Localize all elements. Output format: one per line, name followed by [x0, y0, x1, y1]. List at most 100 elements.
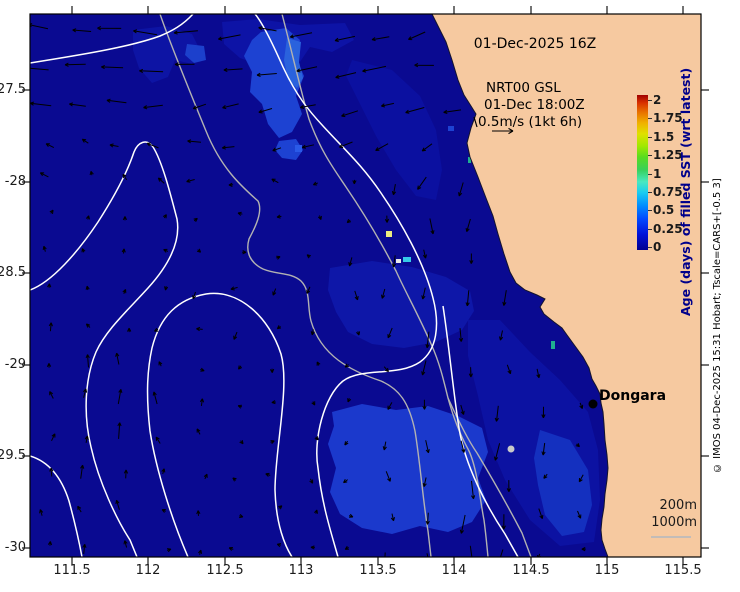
current-vector	[458, 182, 464, 197]
current-vector	[45, 143, 55, 149]
sample-vector-arrow	[492, 127, 514, 135]
sea-level-contour	[146, 292, 293, 557]
copyright-text: © IMOS 04-Dec-2025 15:31 Hobart; Tscale=…	[712, 178, 723, 474]
x-tick-label: 115.5	[664, 563, 702, 578]
current-vector	[106, 98, 127, 104]
current-vector	[203, 473, 208, 480]
current-vector	[64, 62, 86, 67]
current-vector	[422, 249, 427, 259]
current-vector	[101, 64, 124, 70]
current-vector	[276, 325, 282, 330]
x-tick-label: 112.5	[206, 563, 244, 578]
current-vector	[39, 172, 49, 178]
current-vector	[258, 26, 277, 32]
current-vector	[314, 509, 318, 514]
current-vector	[271, 400, 276, 405]
colorbar-tick-label: 1	[653, 166, 662, 181]
current-vector	[344, 545, 350, 550]
land-layer	[431, 14, 701, 557]
current-vector	[46, 363, 52, 368]
current-vector	[272, 288, 277, 296]
current-vector	[72, 28, 92, 33]
current-vector	[237, 211, 243, 216]
current-vector	[117, 422, 122, 439]
current-vector	[443, 109, 462, 114]
x-tick-label: 113.5	[359, 563, 397, 578]
current-vector	[163, 248, 169, 253]
current-vector	[347, 398, 352, 403]
current-vector	[310, 329, 315, 336]
place-label-dongara: Dongara	[599, 388, 667, 404]
colorbar-tick	[648, 228, 652, 230]
current-vector	[387, 327, 393, 339]
isobath-line	[159, 14, 432, 557]
current-vector	[354, 290, 359, 301]
colorbar-tick-label: 0.5	[653, 203, 675, 218]
colorbar-tick	[648, 173, 652, 175]
current-vector	[468, 367, 473, 378]
colorbar	[637, 95, 648, 250]
current-vector	[276, 255, 281, 260]
current-vector	[115, 499, 120, 510]
x-tick-label: 115	[594, 563, 620, 578]
colorbar-tick-label: 1.25	[653, 148, 683, 163]
current-vector	[387, 402, 393, 410]
current-vector	[117, 389, 123, 405]
current-vector	[338, 141, 353, 148]
current-vector	[196, 510, 201, 516]
current-vector	[161, 509, 167, 513]
sst-age-patch	[133, 26, 200, 83]
sst-age-patch	[328, 261, 474, 348]
sst-age-patch	[185, 44, 206, 63]
sst-age-patch	[328, 404, 488, 534]
current-vector	[49, 391, 54, 399]
current-vector	[300, 104, 316, 109]
current-vector	[223, 67, 243, 73]
current-vector	[469, 545, 473, 557]
current-vector	[296, 66, 318, 73]
x-tick-label: 114	[441, 563, 467, 578]
current-vector	[272, 147, 282, 152]
y-tick-label: -30	[4, 540, 26, 555]
current-vector	[199, 398, 205, 406]
colorbar-tick-label: 1.75	[653, 111, 683, 126]
current-vector	[173, 30, 198, 35]
current-vector	[578, 474, 584, 483]
y-tick-label: -29	[4, 357, 26, 372]
current-vector	[502, 290, 507, 306]
current-vector	[256, 72, 277, 77]
current-vector	[341, 110, 359, 118]
current-vector	[425, 512, 430, 525]
colorbar-tick-label: 2	[653, 93, 662, 107]
colorbar-tick-label: 1.5	[653, 129, 675, 144]
sea-level-contours	[30, 14, 519, 557]
current-vector	[344, 440, 349, 446]
current-vector	[381, 288, 386, 299]
y-tick-label: -27.5	[0, 82, 26, 97]
current-vector	[139, 68, 164, 74]
axis-ticks	[22, 6, 709, 565]
current-vector	[499, 330, 504, 341]
current-vector	[429, 218, 435, 235]
current-vector	[289, 32, 313, 39]
current-vector	[460, 404, 465, 415]
current-vector	[196, 326, 203, 332]
current-vector	[81, 138, 89, 144]
current-vector	[405, 107, 425, 114]
current-vector	[380, 102, 395, 108]
sea-level-contour	[30, 141, 179, 557]
current-vector	[146, 142, 159, 149]
current-vector	[426, 553, 429, 557]
current-vector	[312, 181, 318, 186]
current-vector	[494, 405, 499, 422]
current-vector	[81, 248, 86, 253]
land-polygon	[431, 14, 701, 557]
current-vector	[465, 218, 471, 233]
current-vector	[408, 31, 426, 41]
sst-age-patches	[133, 19, 600, 546]
current-vectors	[30, 23, 586, 557]
current-vector	[543, 473, 548, 479]
colorbar-tick	[648, 136, 652, 138]
sst-age-speck	[386, 231, 392, 237]
